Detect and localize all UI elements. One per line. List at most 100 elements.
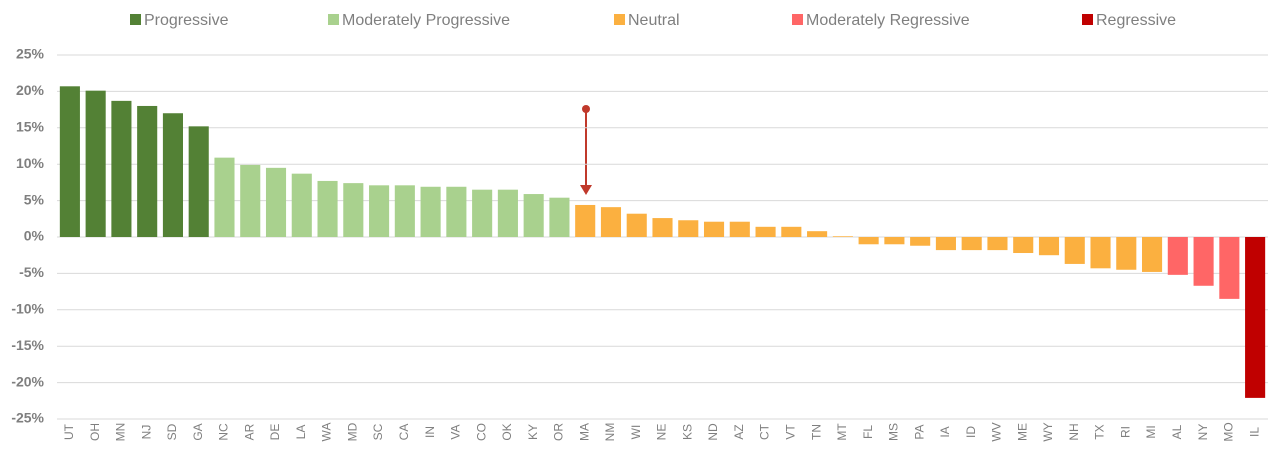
legend-swatch (614, 14, 625, 25)
x-tick-label: IN (423, 426, 437, 438)
bar (1142, 237, 1163, 272)
bar (858, 237, 879, 245)
x-tick-label: TX (1093, 424, 1107, 439)
x-tick-label: ME (1015, 423, 1029, 441)
bar (678, 220, 699, 237)
bar (369, 185, 390, 237)
legend-label: Moderately Progressive (342, 12, 510, 29)
legend-swatch (1082, 14, 1093, 25)
bar (85, 90, 106, 237)
bar (1116, 237, 1137, 270)
legend-label: Progressive (144, 12, 229, 29)
annotation-dot (582, 105, 590, 113)
x-tick-label: CO (474, 423, 488, 441)
x-tick-label: NE (655, 424, 669, 441)
x-tick-label: MI (1144, 425, 1158, 438)
x-tick-label: CT (758, 423, 772, 440)
bar (343, 183, 364, 237)
x-tick-label: ID (964, 426, 978, 438)
bar (497, 189, 518, 237)
x-tick-label: LA (294, 425, 308, 440)
x-tick-label: MN (114, 423, 128, 442)
x-tick-label: MS (887, 423, 901, 441)
legend-label: Regressive (1096, 12, 1176, 29)
legend-swatch (792, 14, 803, 25)
bar (807, 231, 828, 237)
bar (1167, 237, 1188, 275)
y-tick-label: -20% (11, 373, 44, 389)
y-tick-label: 15% (16, 119, 45, 135)
x-tick-label: DE (268, 424, 282, 441)
y-tick-label: 0% (24, 228, 45, 244)
x-tick-label: KY (526, 424, 540, 440)
x-tick-label: PA (912, 424, 926, 439)
x-tick-label: OK (500, 423, 514, 440)
x-tick-label: AZ (732, 424, 746, 439)
bar (162, 113, 183, 237)
bar (1064, 237, 1085, 264)
bar (240, 164, 261, 237)
x-tick-label: TN (809, 424, 823, 440)
x-tick-label: WA (320, 423, 334, 442)
y-tick-label: 10% (16, 155, 45, 171)
x-tick-label: ND (706, 423, 720, 441)
x-tick-label: FL (861, 425, 875, 439)
x-tick-label: IL (1247, 427, 1261, 437)
bar (111, 100, 132, 237)
x-tick-label: OR (552, 423, 566, 441)
bar (961, 237, 982, 251)
bar (884, 237, 905, 245)
x-tick-label: KS (680, 424, 694, 440)
x-tick-label: WI (629, 425, 643, 440)
bar (910, 237, 931, 246)
bar (626, 213, 647, 237)
bar (781, 226, 802, 237)
x-tick-label: VT (784, 424, 798, 440)
bar (600, 207, 622, 237)
x-tick-label: AR (242, 423, 256, 440)
bar (472, 189, 493, 237)
x-tick-label: SD (165, 423, 179, 440)
bar (1193, 237, 1214, 286)
y-tick-label: 25% (16, 46, 45, 62)
legend-swatch (328, 14, 339, 25)
y-tick-label: -5% (19, 264, 44, 280)
x-tick-label: MT (835, 423, 849, 441)
bar (755, 226, 776, 237)
y-tick-label: 5% (24, 191, 45, 207)
x-tick-label: MA (577, 423, 591, 441)
x-tick-label: NC (217, 423, 231, 441)
x-tick-label: NM (603, 423, 617, 442)
bar (935, 237, 956, 251)
bar (523, 194, 544, 237)
x-tick-label: IA (938, 426, 952, 437)
bar (1090, 237, 1111, 269)
x-tick-label: MO (1222, 422, 1236, 441)
bar (420, 186, 441, 237)
bar (575, 204, 596, 237)
x-tick-label: CA (397, 424, 411, 441)
legend-label: Neutral (628, 12, 680, 29)
bar (188, 126, 209, 237)
bar (291, 173, 312, 237)
x-tick-label: VA (449, 424, 463, 439)
bar (394, 185, 415, 237)
x-tick-label: NJ (139, 425, 153, 440)
y-tick-label: -10% (11, 301, 44, 317)
x-tick-label: NY (1196, 424, 1210, 441)
bar (832, 236, 853, 237)
x-tick-label: AL (1170, 424, 1184, 439)
bar (446, 186, 467, 237)
bar (549, 197, 570, 237)
bar (265, 167, 287, 237)
bar (317, 180, 338, 237)
bar (137, 105, 158, 238)
bar (1038, 237, 1060, 256)
bar (652, 218, 673, 237)
bar (1013, 237, 1034, 254)
bar (214, 157, 235, 237)
y-tick-label: -15% (11, 337, 44, 353)
bar (987, 237, 1008, 251)
bar (1219, 237, 1240, 299)
